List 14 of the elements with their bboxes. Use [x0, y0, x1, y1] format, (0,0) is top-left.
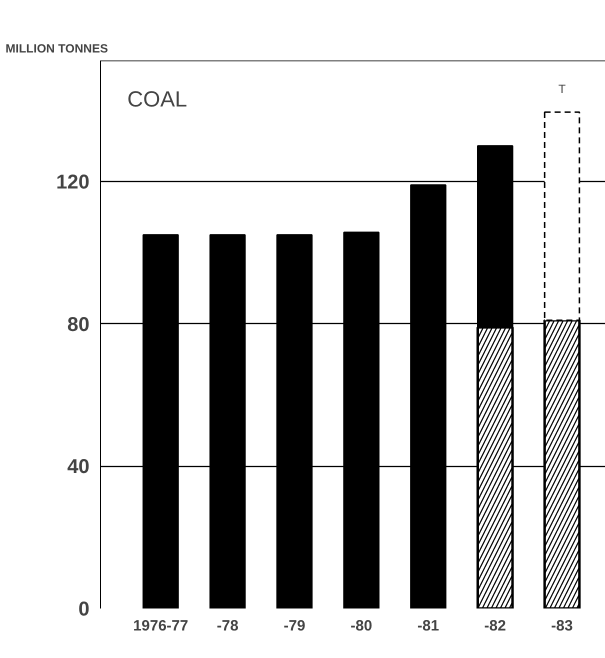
annotation: T	[558, 82, 566, 96]
x-tick-label: 1976-77	[133, 618, 188, 634]
y-tick-label: 40	[67, 456, 90, 478]
x-tick-label: -80	[350, 618, 372, 634]
x-tick-label: -79	[284, 618, 306, 634]
x-tick-label: -83	[551, 618, 573, 634]
text: COAL	[127, 86, 188, 112]
x-tick-label: -81	[417, 618, 440, 634]
y-tick-label: 80	[67, 314, 90, 336]
y-tick-label: 0	[78, 598, 90, 620]
x-tick-label: -78	[216, 618, 238, 634]
y-tick-label: 120	[56, 171, 90, 194]
x-tick-label: -82	[484, 618, 506, 634]
y-axis-title: MILLION TONNES	[6, 42, 108, 56]
